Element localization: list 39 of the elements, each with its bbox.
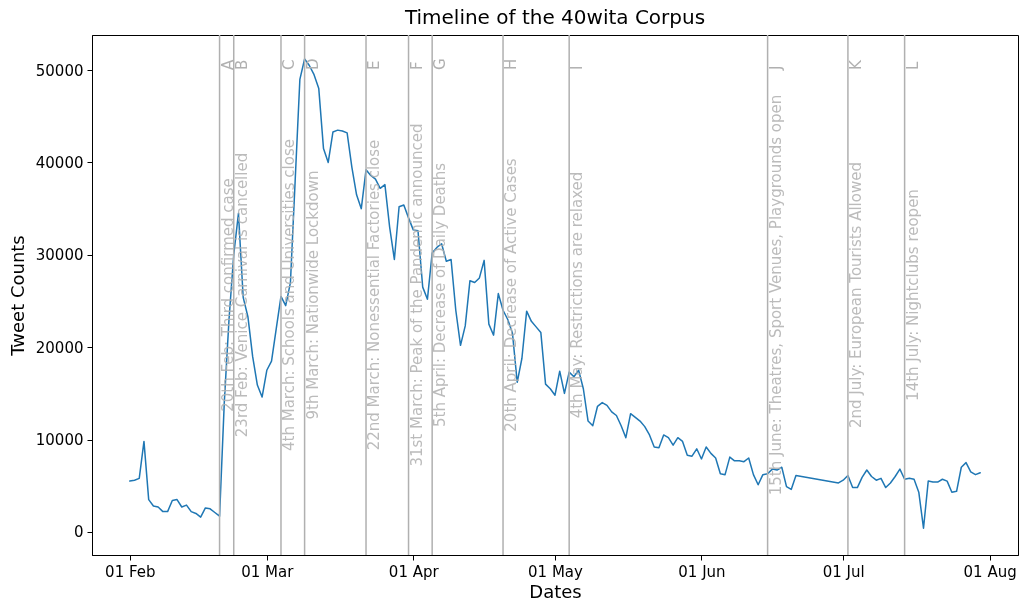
annotation: I bbox=[568, 65, 587, 71]
x-tick-label: 01 Jun bbox=[678, 562, 726, 581]
y-tick-label: 50000 bbox=[35, 61, 84, 80]
y-tick-label: 30000 bbox=[35, 246, 84, 265]
annotation: K bbox=[846, 59, 865, 71]
ref-line-label: 31st March: Peak of the Pandemic announced bbox=[407, 123, 426, 467]
ref-line-label: 5th April: Decrease of Daily Deaths bbox=[431, 162, 450, 428]
ref-line-label: 4th March: Schools and Universities close bbox=[279, 138, 298, 452]
annotation: G bbox=[431, 58, 450, 71]
ref-line-label: 14th July: Nightclubs reopen bbox=[903, 189, 922, 401]
x-tick-label: 01 Apr bbox=[388, 562, 440, 581]
x-tick-label: 01 Aug bbox=[963, 562, 1017, 581]
x-tick-label: 01 Feb bbox=[105, 562, 156, 581]
y-tick-label: 10000 bbox=[35, 431, 84, 450]
ref-line-label: 4th May: Restrictions are relaxed bbox=[568, 171, 587, 419]
annotation: C bbox=[279, 59, 298, 71]
x-tick-label: 01 May bbox=[528, 562, 584, 581]
annotation: H bbox=[502, 58, 521, 71]
ref-line-label: 15th June: Theatres, Sport Venues, Playgrounds open bbox=[766, 94, 785, 496]
ref-line-label: 22nd March: Nonessential Factories close bbox=[365, 139, 384, 451]
ref-line-label: 2nd July: European Tourists Allowed bbox=[846, 162, 865, 428]
annotation: B bbox=[232, 59, 251, 71]
annotation: J bbox=[766, 65, 785, 72]
annotation: L bbox=[903, 61, 922, 71]
annotation: F bbox=[407, 61, 426, 71]
x-tick-label: 01 Mar bbox=[241, 562, 295, 581]
ref-line-label: 9th March: Nationwide Lockdown bbox=[303, 170, 322, 420]
y-tick-label: 20000 bbox=[35, 338, 84, 357]
line-series bbox=[129, 58, 981, 529]
chart-title: Timeline of the 40wita Corpus bbox=[403, 5, 706, 30]
x-tick-label: 01 Jul bbox=[822, 562, 865, 581]
annotation: D bbox=[303, 58, 322, 71]
y-tick-label: 0 bbox=[73, 523, 84, 542]
y-tick-label: 40000 bbox=[35, 153, 84, 172]
y-axis-title: Tweet Counts bbox=[6, 235, 28, 357]
ref-line-label: 20th April: Decrease of Active Cases bbox=[502, 158, 521, 432]
annotation: E bbox=[365, 60, 384, 71]
ref-line-label: 23rd Feb: Venice Carnival is cancelled bbox=[232, 152, 251, 438]
x-axis-title: Dates bbox=[529, 580, 582, 599]
